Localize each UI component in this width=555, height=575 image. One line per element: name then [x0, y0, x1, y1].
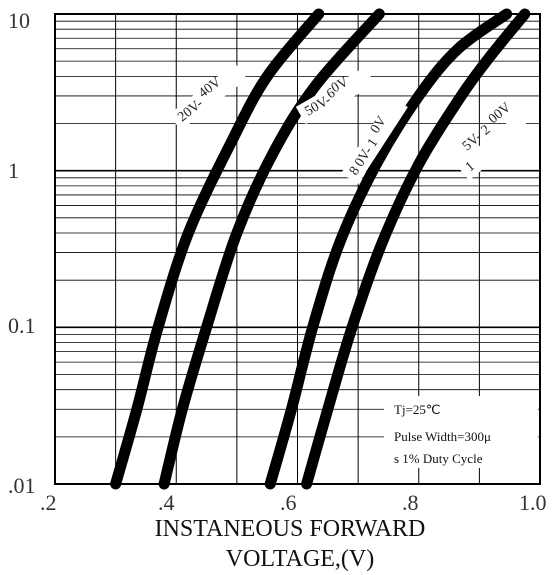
curve-series-4	[301, 8, 531, 490]
y-tick-0-1: 0.1	[8, 313, 36, 338]
label-20v-40v: 20V- 40V	[168, 62, 248, 131]
x-tick-1-0: 1.0	[519, 490, 547, 515]
y-tick-0-01: .01	[8, 473, 36, 498]
x-tick-0-4: .4	[158, 490, 175, 515]
x-tick-0-2: .2	[40, 490, 57, 515]
curve-series-3	[264, 8, 513, 490]
label-50v-60v-part3: 0V	[329, 75, 351, 97]
label-80v-100v: 80V-10V	[340, 96, 408, 185]
annotation-pulse-width: Pulse Width=300μ	[394, 429, 491, 444]
y-tick-10: 10	[8, 8, 30, 33]
curve-series-1	[110, 8, 325, 490]
x-axis-label-line1: INSTANEOUS FORWARD	[155, 516, 426, 542]
annotation-duty-cycle: s 1% Duty Cycle	[394, 451, 483, 466]
x-tick-0-8: .8	[402, 490, 419, 515]
curve-series-2	[158, 8, 385, 490]
x-tick-0-6: .6	[280, 490, 297, 515]
y-tick-1: 1	[8, 158, 19, 183]
x-axis-label-line2: VOLTAGE,(V)	[226, 546, 375, 572]
annotation-tj: Tj=25℃	[394, 402, 440, 417]
plot-frame	[54, 13, 541, 485]
conditions-box-bg	[384, 396, 538, 468]
curves	[110, 8, 531, 490]
